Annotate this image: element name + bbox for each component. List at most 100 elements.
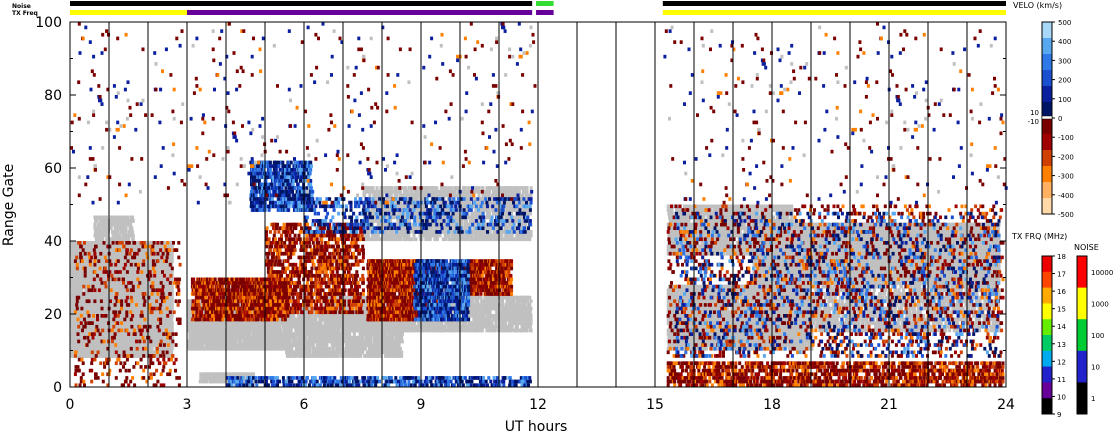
scatter-cell [170, 299, 174, 304]
scatter-cell [87, 270, 91, 274]
scatter-cell [170, 343, 174, 347]
scatter-cell [116, 230, 120, 234]
scatter-cell [82, 281, 86, 285]
scatter-cell [164, 339, 168, 344]
scatter-cell [109, 226, 113, 231]
txfreq-segment [662, 10, 1006, 15]
scatter-cell [138, 343, 142, 347]
scatter-cell [131, 215, 135, 220]
scatter-cell [73, 248, 77, 252]
scatter-cell [80, 317, 84, 322]
scatter-cell [170, 346, 174, 351]
scatter-cell [101, 233, 105, 238]
scatter-cell [124, 335, 128, 340]
scatter-cell [170, 303, 174, 307]
scatter-cell [87, 328, 91, 333]
scatter-cell [131, 266, 135, 271]
scatter-cell [135, 248, 138, 252]
scatter-cell [170, 314, 174, 318]
scatter-cell [105, 215, 109, 220]
txfreq-segment [70, 10, 187, 15]
scatter-cell [120, 259, 124, 263]
scatter-cell [113, 328, 117, 333]
scatter-cell [170, 251, 174, 256]
scatter-cell [170, 284, 174, 289]
status-bars: Noise TX Freq [12, 1, 1006, 17]
scatter-cell [170, 244, 174, 249]
scatter-cell [170, 288, 174, 293]
scatter-cell [139, 255, 143, 260]
scatter-cell [124, 230, 128, 234]
scatter-cell [188, 328, 192, 333]
scatter-cell [126, 222, 130, 227]
scatter-cell [103, 251, 107, 256]
scatter-cell [103, 292, 107, 296]
scatter-cell [86, 244, 90, 249]
scatter-cell [114, 346, 118, 351]
noise-segment [662, 1, 1006, 6]
scatter-cell [123, 303, 127, 307]
scatter-cell [130, 226, 134, 231]
scatter-cell [124, 226, 128, 231]
scatter-cell [93, 222, 97, 227]
scatter-cell [97, 354, 101, 358]
scatter-cell [110, 346, 114, 351]
scatter-cell [201, 343, 205, 347]
scatter-cell [101, 244, 105, 249]
scatter-cell [129, 222, 133, 227]
scatter-cell [170, 350, 174, 355]
scatter-cell [136, 241, 140, 245]
scatter-cell [131, 244, 135, 249]
scatter-cell [162, 303, 166, 307]
scatter-cell [131, 259, 135, 263]
scatter-cell [131, 237, 135, 242]
scatter-cell [140, 299, 144, 304]
scatter-cell [123, 273, 127, 278]
scatter-cell [170, 324, 174, 329]
noise-bar-label: Noise [12, 3, 31, 10]
txfreq-segment [187, 10, 533, 15]
scatter-cell [127, 237, 131, 242]
scatter-cell [131, 230, 135, 234]
scatter-cell [103, 219, 107, 223]
scatter-cell [95, 219, 99, 223]
scatter-cell [131, 292, 135, 296]
scatter-cell [116, 273, 120, 278]
scatter-cell [150, 346, 154, 351]
scatter-cell [101, 237, 105, 242]
scatter-cell [138, 259, 142, 263]
noise-segment [536, 1, 554, 6]
scatter-cell [72, 299, 76, 304]
scatter-cell [89, 346, 93, 351]
scatter-cell [118, 317, 122, 322]
scatter-cell [170, 328, 174, 333]
scatter-cells [70, 22, 1008, 388]
noise-segment [70, 1, 533, 6]
scatter-cell [115, 288, 119, 293]
scatter-cell [131, 219, 135, 223]
scatter-cell [126, 215, 130, 220]
scatter-cell [133, 292, 137, 296]
scatter-cell [170, 306, 174, 311]
scatter-cell [131, 233, 135, 238]
scatter-cell [170, 259, 174, 263]
scatter-cell [170, 255, 174, 260]
scatter-cell [116, 251, 120, 256]
scatter-cell [118, 233, 122, 238]
scatter-cell [143, 321, 147, 325]
scatter-cell [170, 321, 174, 325]
scatter-cell [71, 343, 75, 347]
txfreq-segment [536, 10, 554, 15]
scatter-cell [77, 270, 81, 274]
scatter-cell [122, 295, 125, 300]
scatter-cell [103, 324, 107, 329]
scatter-cell [90, 277, 94, 282]
scatter-cell [170, 295, 174, 300]
scatter-cell [142, 255, 146, 260]
scatter-cell [135, 306, 138, 311]
scatter-cell [80, 288, 84, 293]
scatter-cell [170, 277, 174, 282]
scatter-cell [88, 335, 92, 340]
scatter-cell [99, 273, 103, 278]
